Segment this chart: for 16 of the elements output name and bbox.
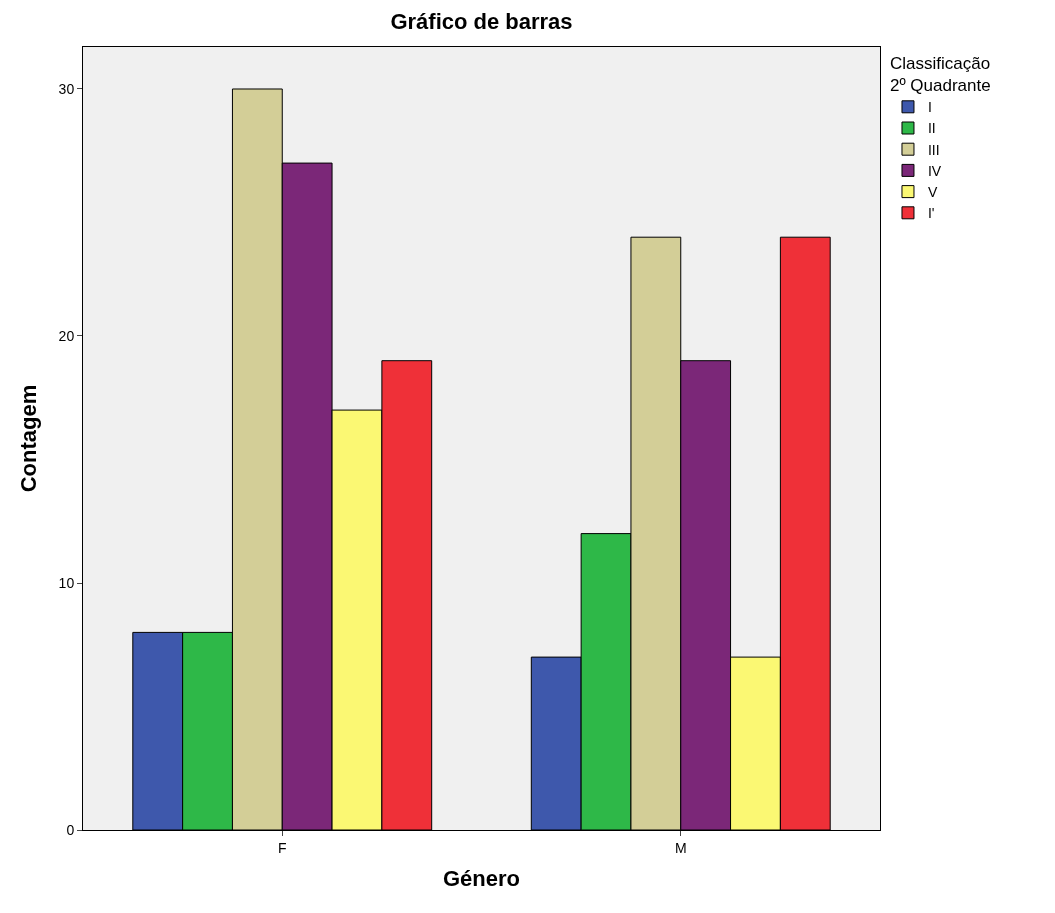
legend-label: I' (927, 205, 935, 222)
legend-title: Classificação 2º Quadrante (889, 54, 991, 96)
chart-title: Gráfico de barras (390, 9, 573, 35)
y-tick-label: 10 (58, 574, 75, 591)
legend-label: II (927, 120, 936, 137)
y-tick-label: 0 (66, 821, 75, 838)
legend-label: III (927, 141, 940, 158)
y-tick-label: 20 (58, 327, 75, 344)
y-axis-title: Contagem (16, 384, 42, 493)
y-tick-label: 30 (58, 80, 75, 97)
legend-label: V (927, 184, 938, 201)
x-axis-title: Género (442, 865, 521, 891)
legend-label: I (927, 99, 932, 116)
x-tick-label: M (674, 839, 687, 856)
legend-label: IV (927, 162, 942, 179)
x-tick-label: F (277, 839, 287, 856)
